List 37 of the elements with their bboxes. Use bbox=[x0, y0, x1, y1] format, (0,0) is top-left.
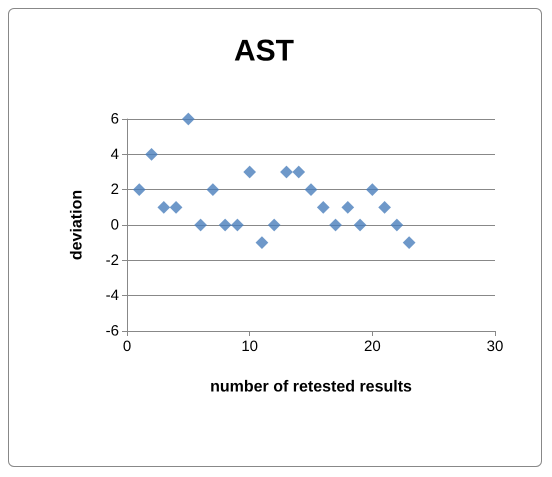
point bbox=[132, 183, 146, 196]
point bbox=[157, 200, 170, 214]
point bbox=[354, 218, 366, 232]
point bbox=[268, 218, 281, 232]
y-tick-label: -6 bbox=[106, 322, 119, 340]
point bbox=[304, 183, 318, 196]
x-tick-label: 30 bbox=[486, 338, 504, 355]
point bbox=[280, 166, 293, 178]
x-tick-label: 10 bbox=[241, 338, 258, 355]
point bbox=[402, 236, 416, 250]
point bbox=[292, 166, 306, 178]
point bbox=[182, 112, 195, 126]
y-tick-label: 0 bbox=[110, 216, 119, 234]
point bbox=[378, 200, 391, 214]
x-tick-label: 0 bbox=[122, 338, 132, 355]
point bbox=[218, 218, 232, 232]
y-tick-label: 2 bbox=[110, 181, 119, 198]
y-tick-label: 6 bbox=[110, 110, 119, 128]
y-tick-label: -4 bbox=[106, 287, 119, 304]
point bbox=[329, 218, 342, 232]
point bbox=[390, 218, 404, 232]
point bbox=[366, 183, 379, 196]
point bbox=[145, 148, 158, 161]
point bbox=[206, 183, 220, 196]
x-tick-label: 20 bbox=[364, 338, 381, 355]
point bbox=[231, 218, 244, 232]
point bbox=[243, 166, 256, 178]
point bbox=[194, 218, 207, 232]
y-tick-label: 4 bbox=[110, 146, 119, 163]
point bbox=[341, 200, 354, 214]
point bbox=[256, 236, 268, 250]
point bbox=[316, 200, 330, 214]
y-axis-title: deviation bbox=[68, 190, 86, 260]
y-tick-label: -2 bbox=[106, 252, 119, 269]
x-axis-title: number of retested results bbox=[210, 378, 412, 396]
chart-title: AST bbox=[234, 34, 294, 68]
point bbox=[170, 200, 182, 214]
